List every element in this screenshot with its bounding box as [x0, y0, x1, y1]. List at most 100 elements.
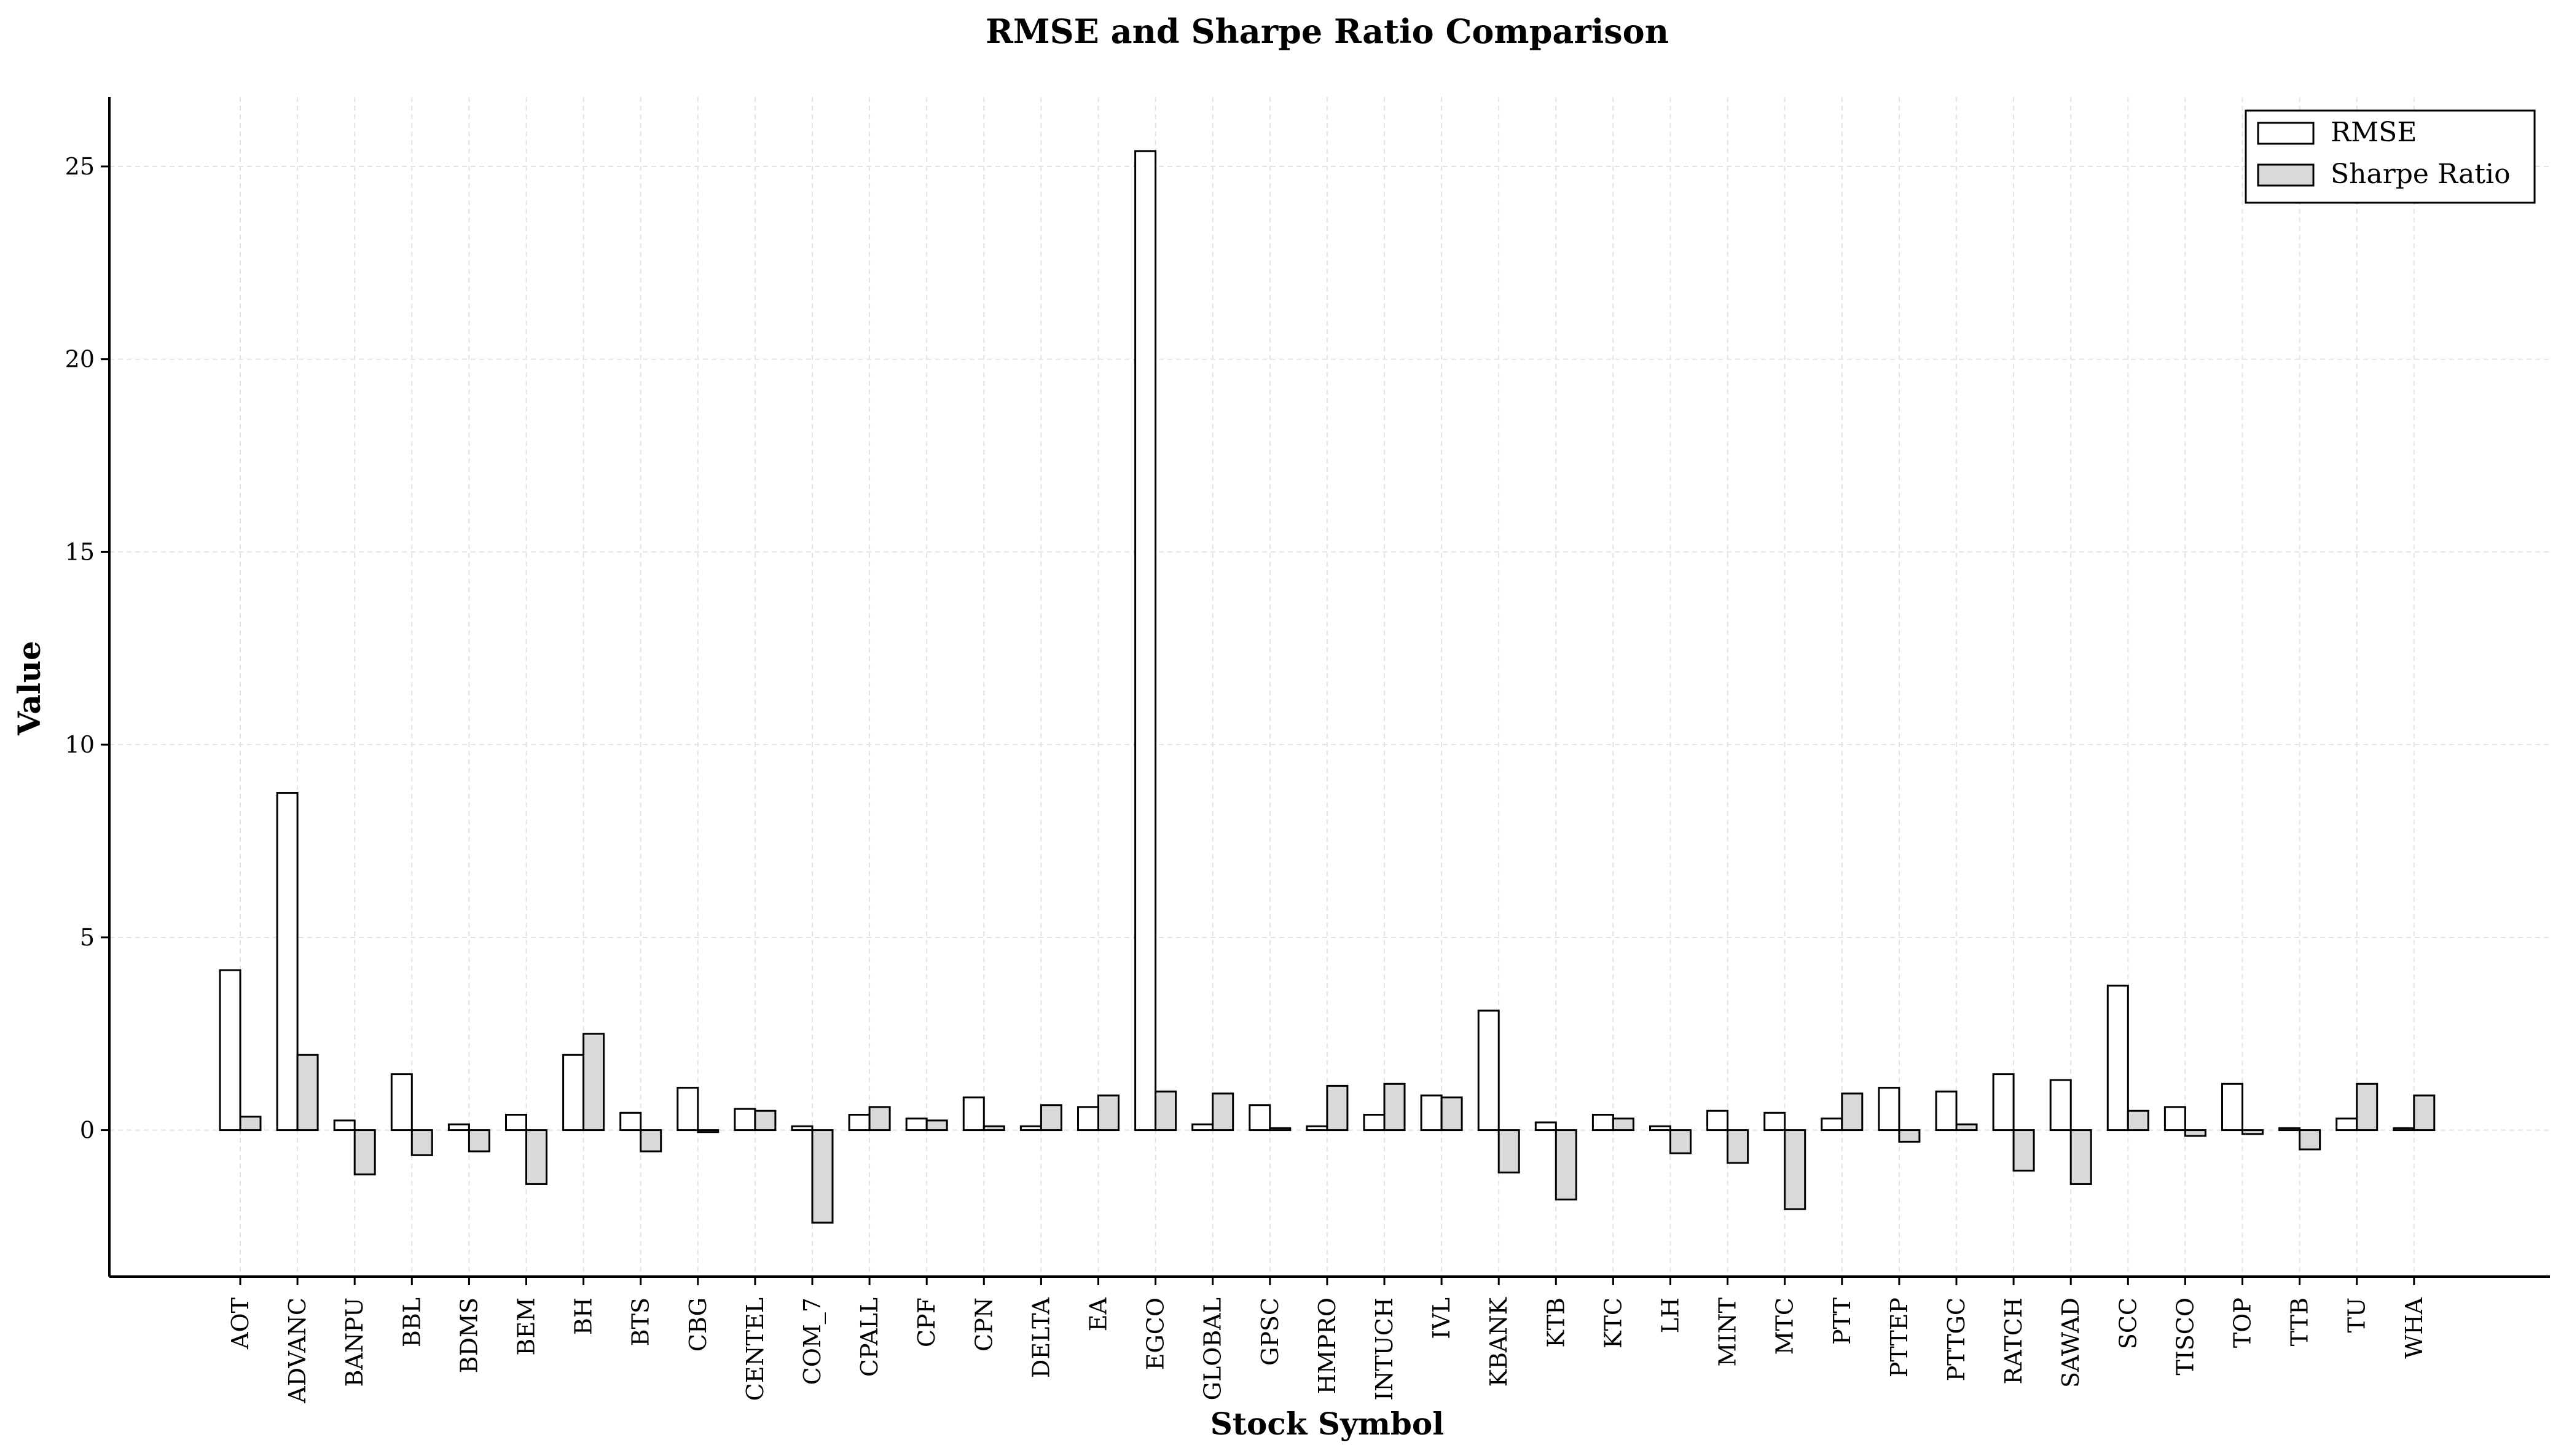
y-axis-title: Value — [11, 641, 47, 736]
sharpe-ratio-bar — [1269, 1127, 1292, 1132]
rmse-bar — [962, 1096, 985, 1132]
y-tick-label: 25 — [65, 153, 95, 180]
sharpe-ratio-bar — [925, 1119, 948, 1132]
rmse-bar — [1019, 1125, 1042, 1132]
x-tick-label: GLOBAL — [1199, 1297, 1226, 1400]
x-tick-label: WHA — [2401, 1297, 2428, 1358]
x-tick-label: RATCH — [2000, 1297, 2027, 1385]
rmse-bar — [1420, 1094, 1443, 1132]
y-tick-label: 0 — [80, 1117, 95, 1144]
sharpe-ratio-bar — [1383, 1082, 1406, 1132]
sharpe-ratio-bar — [697, 1129, 720, 1133]
rmse-bar — [2335, 1117, 2358, 1132]
rmse-bar — [1191, 1123, 1214, 1132]
x-tick-label: PTTEP — [1886, 1297, 1913, 1377]
rmse-bar — [2221, 1082, 2243, 1132]
rmse-bar — [2106, 984, 2129, 1132]
rmse-bar — [333, 1119, 356, 1132]
x-tick-label: BTS — [627, 1297, 654, 1346]
sharpe-ratio-bar — [1155, 1090, 1177, 1132]
legend-label-rmse: RMSE — [2331, 117, 2417, 148]
sharpe-ratio-bar — [982, 1125, 1005, 1132]
rmse-bar — [1763, 1111, 1786, 1132]
x-tick-label: CPN — [970, 1297, 997, 1352]
x-tick-label: COM_7 — [799, 1297, 826, 1385]
rmse-bar — [1306, 1125, 1328, 1132]
x-tick-label: GPSC — [1257, 1297, 1284, 1366]
chart-title: RMSE and Sharpe Ratio Comparison — [986, 12, 1669, 51]
legend-label-sharpe-ratio: Sharpe Ratio — [2331, 159, 2511, 190]
sharpe-ratio-bar — [468, 1129, 490, 1153]
x-tick-label: PTTGC — [1943, 1297, 1970, 1381]
legend-swatch-sharpe-ratio — [2257, 163, 2315, 187]
rmse-bar — [677, 1087, 699, 1132]
sharpe-ratio-bar — [1841, 1092, 1864, 1132]
x-tick-label: KBANK — [1485, 1297, 1512, 1387]
x-tick-label: BANPU — [341, 1297, 368, 1387]
sharpe-ratio-bar — [1612, 1117, 1634, 1132]
sharpe-ratio-bar — [239, 1116, 262, 1132]
sharpe-ratio-bar — [2069, 1129, 2092, 1185]
sharpe-ratio-bar — [1212, 1092, 1234, 1132]
x-tick-label: KTB — [1542, 1297, 1569, 1348]
x-tick-label: TISCO — [2171, 1297, 2198, 1376]
sharpe-ratio-bar — [1097, 1094, 1120, 1132]
rmse-bar — [1363, 1113, 1386, 1132]
x-tick-label: AOT — [227, 1297, 254, 1350]
sharpe-ratio-bar — [640, 1129, 662, 1153]
x-tick-label: LH — [1657, 1297, 1684, 1333]
rmse-bar — [1935, 1090, 1958, 1132]
rmse-bar — [390, 1073, 413, 1132]
x-tick-label: BH — [570, 1297, 597, 1335]
x-tick-label: CPF — [913, 1297, 940, 1347]
sharpe-ratio-bar — [2356, 1082, 2379, 1132]
sharpe-ratio-bar — [2299, 1129, 2321, 1151]
bars-layer — [219, 150, 2436, 1224]
rmse-bar — [905, 1117, 928, 1132]
rmse-bar — [619, 1111, 642, 1132]
rmse-bar — [1878, 1087, 1900, 1132]
sharpe-ratio-bar — [2127, 1110, 2149, 1132]
x-tick-label: EA — [1085, 1297, 1112, 1331]
x-tick-label: BDMS — [455, 1297, 482, 1373]
x-tick-label: SAWAD — [2057, 1297, 2084, 1388]
rmse-bar — [1992, 1073, 2015, 1132]
x-tick-label: EGCO — [1142, 1297, 1169, 1370]
x-tick-label: BEM — [513, 1297, 540, 1356]
sharpe-ratio-bar — [1898, 1129, 1921, 1143]
x-tick-label: IVL — [1428, 1297, 1455, 1339]
rmse-bar — [505, 1113, 527, 1132]
sharpe-ratio-bar — [1497, 1129, 1520, 1174]
ticks-layer: 0 5 10 15 20 25 AOT ADVANC BANPU BBL BDMS BEM BH BTS C… — [65, 153, 2428, 1404]
x-tick-label: BBL — [398, 1297, 425, 1347]
rmse-bar — [1649, 1125, 1671, 1132]
sharpe-ratio-bar — [410, 1129, 433, 1156]
x-tick-label: TU — [2343, 1297, 2371, 1333]
y-tick-label: 10 — [65, 731, 95, 758]
rmse-bar — [1821, 1117, 1843, 1132]
sharpe-ratio-bar — [2184, 1129, 2206, 1137]
rmse-bar — [1077, 1106, 1099, 1132]
rmse-bar — [848, 1113, 871, 1132]
sharpe-ratio-bar — [1040, 1104, 1062, 1132]
x-tick-label: CENTEL — [742, 1297, 769, 1401]
rmse-bar — [562, 1054, 585, 1132]
x-axis-title: Stock Symbol — [1210, 1406, 1444, 1442]
sharpe-ratio-bar — [1784, 1129, 1806, 1210]
rmse-bar — [1477, 1009, 1500, 1132]
rmse-bar — [1534, 1121, 1557, 1132]
x-tick-label: HMPRO — [1314, 1297, 1341, 1394]
sharpe-ratio-bar — [582, 1033, 605, 1132]
sharpe-ratio-bar — [811, 1129, 834, 1224]
sharpe-ratio-bar — [1955, 1123, 1978, 1132]
x-tick-label: MTC — [1771, 1297, 1798, 1355]
x-tick-label: KTC — [1599, 1297, 1626, 1348]
sharpe-ratio-bar — [296, 1054, 319, 1132]
rmse-bar — [276, 792, 299, 1132]
sharpe-ratio-bar — [353, 1129, 376, 1176]
axes-layer — [108, 97, 2550, 1278]
x-tick-label: MINT — [1714, 1297, 1741, 1367]
rmse-bar — [734, 1108, 756, 1132]
y-tick-label: 15 — [65, 538, 95, 565]
